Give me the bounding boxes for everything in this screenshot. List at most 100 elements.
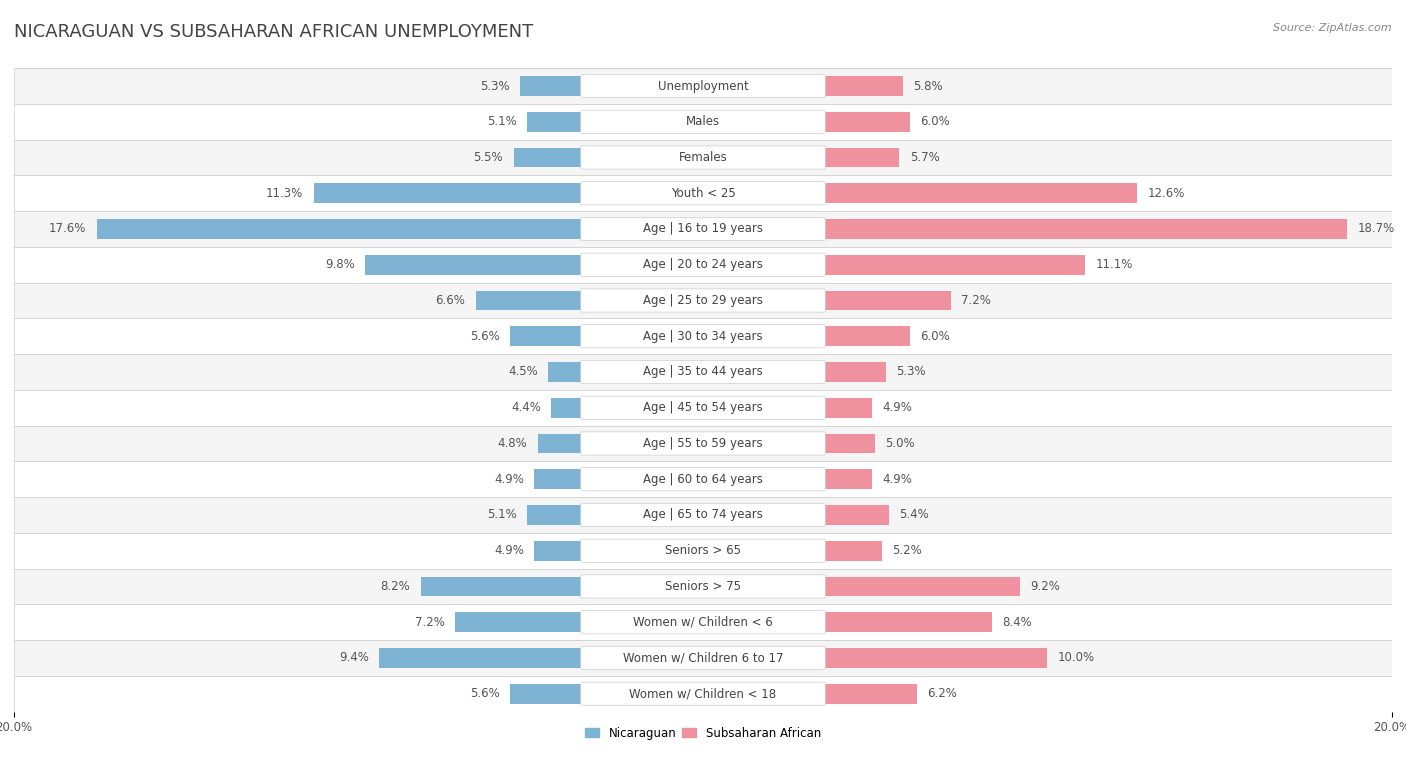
Bar — [703, 112, 910, 132]
Text: Age | 25 to 29 years: Age | 25 to 29 years — [643, 294, 763, 307]
Bar — [510, 684, 703, 703]
Bar — [14, 176, 1392, 211]
Bar — [314, 183, 703, 203]
Text: 9.8%: 9.8% — [325, 258, 356, 271]
FancyBboxPatch shape — [581, 431, 825, 455]
Bar — [548, 362, 703, 382]
Text: 4.4%: 4.4% — [512, 401, 541, 414]
Text: 11.3%: 11.3% — [266, 187, 304, 200]
Text: Age | 30 to 34 years: Age | 30 to 34 years — [643, 330, 763, 343]
Bar — [703, 326, 910, 346]
Text: Age | 16 to 19 years: Age | 16 to 19 years — [643, 223, 763, 235]
FancyBboxPatch shape — [581, 646, 825, 670]
Bar — [520, 76, 703, 96]
Bar — [703, 577, 1019, 597]
Bar — [14, 139, 1392, 176]
Bar — [527, 112, 703, 132]
Bar — [14, 676, 1392, 712]
Text: Women w/ Children 6 to 17: Women w/ Children 6 to 17 — [623, 652, 783, 665]
FancyBboxPatch shape — [581, 611, 825, 634]
Bar — [703, 291, 950, 310]
Legend: Nicaraguan, Subsaharan African: Nicaraguan, Subsaharan African — [581, 722, 825, 744]
Text: 11.1%: 11.1% — [1095, 258, 1133, 271]
Bar — [510, 326, 703, 346]
Text: Seniors > 65: Seniors > 65 — [665, 544, 741, 557]
Text: Males: Males — [686, 115, 720, 128]
Text: 7.2%: 7.2% — [415, 615, 444, 629]
Bar — [703, 220, 1347, 238]
Text: 17.6%: 17.6% — [49, 223, 86, 235]
Bar — [14, 425, 1392, 461]
FancyBboxPatch shape — [581, 360, 825, 384]
Text: 5.4%: 5.4% — [900, 509, 929, 522]
Bar — [537, 434, 703, 453]
Text: 5.3%: 5.3% — [481, 79, 510, 92]
Bar — [513, 148, 703, 167]
Text: 9.4%: 9.4% — [339, 652, 368, 665]
Text: Age | 55 to 59 years: Age | 55 to 59 years — [643, 437, 763, 450]
Text: 18.7%: 18.7% — [1358, 223, 1395, 235]
Bar — [475, 291, 703, 310]
Text: Age | 65 to 74 years: Age | 65 to 74 years — [643, 509, 763, 522]
Bar — [14, 604, 1392, 640]
Bar — [14, 247, 1392, 282]
Text: Women w/ Children < 6: Women w/ Children < 6 — [633, 615, 773, 629]
Bar — [456, 612, 703, 632]
Bar — [14, 211, 1392, 247]
Text: Age | 35 to 44 years: Age | 35 to 44 years — [643, 366, 763, 378]
Bar — [703, 469, 872, 489]
FancyBboxPatch shape — [581, 682, 825, 706]
FancyBboxPatch shape — [581, 468, 825, 491]
Bar — [703, 648, 1047, 668]
FancyBboxPatch shape — [581, 396, 825, 419]
Bar — [527, 505, 703, 525]
Text: Unemployment: Unemployment — [658, 79, 748, 92]
Text: 6.2%: 6.2% — [927, 687, 956, 700]
Bar — [14, 461, 1392, 497]
Text: 8.2%: 8.2% — [381, 580, 411, 593]
FancyBboxPatch shape — [581, 74, 825, 98]
Text: 6.6%: 6.6% — [436, 294, 465, 307]
Text: 7.2%: 7.2% — [962, 294, 991, 307]
Text: 5.3%: 5.3% — [896, 366, 925, 378]
Text: 4.9%: 4.9% — [882, 472, 912, 486]
FancyBboxPatch shape — [581, 503, 825, 527]
Bar — [14, 319, 1392, 354]
Text: 10.0%: 10.0% — [1057, 652, 1095, 665]
Bar — [703, 541, 882, 560]
FancyBboxPatch shape — [581, 325, 825, 348]
Text: 5.1%: 5.1% — [488, 115, 517, 128]
Text: Females: Females — [679, 151, 727, 164]
Text: 5.0%: 5.0% — [886, 437, 915, 450]
Bar — [703, 183, 1137, 203]
Text: 6.0%: 6.0% — [920, 330, 950, 343]
Text: 4.9%: 4.9% — [494, 544, 524, 557]
Text: 5.7%: 5.7% — [910, 151, 939, 164]
Bar — [97, 220, 703, 238]
FancyBboxPatch shape — [581, 182, 825, 205]
Text: Seniors > 75: Seniors > 75 — [665, 580, 741, 593]
Text: 5.6%: 5.6% — [470, 330, 499, 343]
FancyBboxPatch shape — [581, 217, 825, 241]
Text: Age | 45 to 54 years: Age | 45 to 54 years — [643, 401, 763, 414]
Text: 12.6%: 12.6% — [1147, 187, 1185, 200]
Bar — [703, 505, 889, 525]
FancyBboxPatch shape — [581, 539, 825, 562]
Text: 5.1%: 5.1% — [488, 509, 517, 522]
Bar — [14, 282, 1392, 319]
Bar — [366, 255, 703, 275]
Bar — [14, 354, 1392, 390]
Text: Age | 60 to 64 years: Age | 60 to 64 years — [643, 472, 763, 486]
Text: 9.2%: 9.2% — [1031, 580, 1060, 593]
Text: NICARAGUAN VS SUBSAHARAN AFRICAN UNEMPLOYMENT: NICARAGUAN VS SUBSAHARAN AFRICAN UNEMPLO… — [14, 23, 533, 41]
Bar — [703, 434, 875, 453]
Bar — [703, 148, 900, 167]
Bar — [14, 497, 1392, 533]
FancyBboxPatch shape — [581, 575, 825, 598]
Bar — [551, 398, 703, 418]
FancyBboxPatch shape — [581, 146, 825, 169]
Text: Age | 20 to 24 years: Age | 20 to 24 years — [643, 258, 763, 271]
Bar — [14, 533, 1392, 569]
Text: 8.4%: 8.4% — [1002, 615, 1032, 629]
Text: 5.8%: 5.8% — [912, 79, 943, 92]
